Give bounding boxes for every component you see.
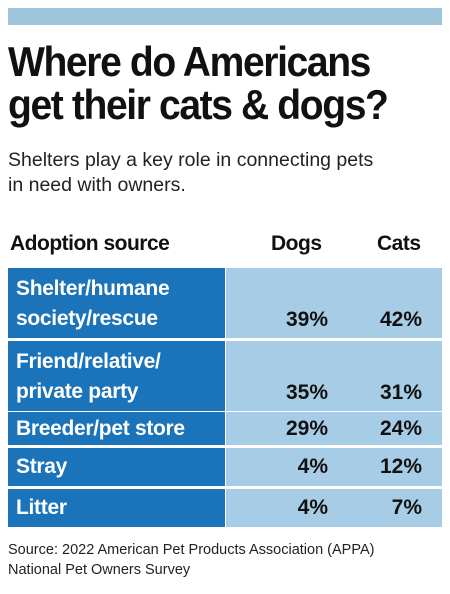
source-label: Shelter/humane society/rescue [16, 274, 219, 334]
table-row: Litter 4% 7% [8, 489, 442, 527]
dogs-value: 4% [297, 455, 328, 478]
source-line-2: National Pet Owners Survey [8, 562, 191, 578]
source-line-1: Source: 2022 American Pet Products Assoc… [8, 542, 375, 558]
cats-value: 7% [391, 496, 422, 519]
source-label-line: Shelter/humane [16, 277, 170, 300]
source-label: Stray [16, 452, 219, 482]
chart-subtitle: Shelters play a key role in connecting p… [8, 148, 448, 198]
chart-title: Where do Americans get their cats & dogs… [8, 40, 412, 126]
value-cells: 4% 12% [226, 448, 442, 486]
column-header-dogs: Dogs [271, 232, 322, 255]
table-row: Friend/relative/private party 35% 31% [8, 341, 442, 411]
source-label-line: Breeder/pet store [16, 416, 185, 440]
table-row: Stray 4% 12% [8, 448, 442, 486]
table-row: Shelter/humane society/rescue 39% 42% [8, 268, 442, 338]
cats-value: 42% [379, 308, 422, 331]
source-cell: Shelter/humane society/rescue [8, 268, 225, 338]
subtitle-line-1: Shelters play a key role in connecting p… [8, 149, 374, 171]
column-header-source: Adoption source [10, 232, 170, 255]
source-label-line: Stray [16, 455, 68, 478]
title-line-1: Where do Americans [8, 38, 371, 85]
cats-value: 24% [379, 416, 422, 440]
column-header-cats: Cats [377, 232, 421, 255]
source-label-line: Litter [16, 496, 67, 519]
header-accent-bar [8, 8, 442, 25]
value-cells: 39% 42% [226, 268, 442, 338]
subtitle-line-2: in need with owners. [8, 174, 186, 196]
source-cell: Breeder/pet store [8, 412, 225, 445]
source-label-line: private party [16, 380, 139, 403]
source-cell: Stray [8, 448, 225, 486]
source-cell: Litter [8, 489, 225, 527]
cats-value: 12% [379, 455, 422, 478]
dogs-value: 35% [285, 381, 328, 404]
source-label: Breeder/pet store [16, 414, 219, 444]
source-label: Friend/relative/private party [16, 347, 219, 407]
source-note: Source: 2022 American Pet Products Assoc… [8, 540, 448, 580]
value-cells: 29% 24% [226, 412, 442, 445]
value-cells: 35% 31% [226, 341, 442, 411]
source-label-line: Friend/relative/ [16, 350, 161, 373]
source-label-line: society/rescue [16, 307, 158, 330]
dogs-value: 29% [285, 416, 328, 440]
dogs-value: 4% [297, 496, 328, 519]
title-line-2: get their cats & dogs? [8, 81, 389, 128]
table-header: Adoption source Dogs Cats [8, 226, 442, 262]
source-label: Litter [16, 493, 219, 523]
dogs-value: 39% [285, 308, 328, 331]
source-cell: Friend/relative/private party [8, 341, 225, 411]
value-cells: 4% 7% [226, 489, 442, 527]
cats-value: 31% [379, 381, 422, 404]
table-row: Breeder/pet store 29% 24% [8, 412, 442, 445]
